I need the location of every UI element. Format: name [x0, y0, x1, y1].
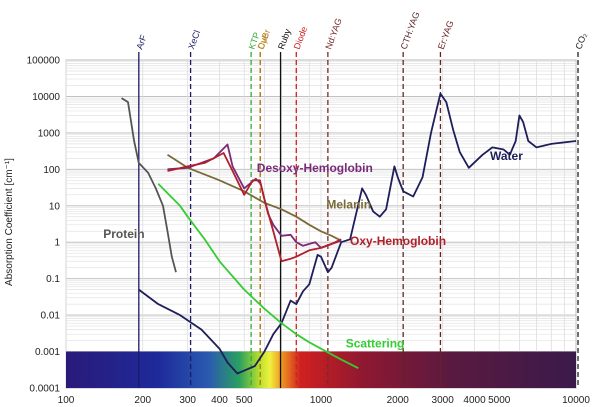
- series-line: [121, 97, 177, 273]
- laser-label: CTH:YAG: [399, 10, 422, 50]
- y-tick-label: 10: [49, 201, 61, 212]
- light-spectrum-band: [66, 351, 576, 388]
- x-tick-label: 300: [179, 395, 196, 406]
- laser-label: ArF: [134, 33, 149, 51]
- laser-label: CuBr: [256, 28, 272, 51]
- series-label: Melanin: [326, 197, 371, 211]
- series-label: Water: [490, 149, 523, 163]
- series-label: Scattering: [346, 336, 405, 350]
- laser-label: Er:YAG: [436, 19, 456, 50]
- laser-label: Nd:YAG: [323, 17, 343, 51]
- series-label: Oxy-Hemoglobin: [350, 234, 446, 248]
- y-tick-label: 0.001: [35, 347, 60, 358]
- y-tick-label: 100: [43, 165, 60, 176]
- laser-label: Ruby: [276, 27, 293, 51]
- laser-label: CO₂: [573, 31, 588, 51]
- y-tick-label: 10000: [32, 92, 60, 103]
- x-tick-label: 100: [58, 395, 75, 406]
- series-line: [167, 143, 342, 249]
- series-line: [167, 152, 342, 263]
- series-label: Desoxy-Hemoglobin: [257, 161, 373, 175]
- absorption-series: Water Protein Melanin Desoxy-Hemoglobin Oxy-…: [103, 92, 577, 375]
- series-line: [157, 183, 359, 370]
- x-tick-label: 4000: [463, 395, 486, 406]
- y-tick-label: 1000: [38, 128, 61, 139]
- x-tick-label: 400: [211, 395, 228, 406]
- grid: [65, 59, 577, 389]
- x-tick-label: 200: [134, 395, 151, 406]
- laser-label: XeCl: [186, 29, 202, 51]
- x-tick-label: 5000: [488, 395, 511, 406]
- y-tick-label: 1: [54, 238, 60, 249]
- y-tick-label: 0.01: [41, 311, 61, 322]
- x-tick-label: 1000: [310, 395, 333, 406]
- x-tick-label: 500: [236, 395, 253, 406]
- x-tick-label: 3000: [432, 395, 455, 406]
- y-tick-label: 0.1: [46, 274, 60, 285]
- series-line: [167, 154, 342, 242]
- y-tick-label: 0.0001: [29, 384, 60, 395]
- axis-ticks: 1000001000010001001010.10.010.0010.00011…: [27, 56, 591, 407]
- x-tick-label: 2000: [387, 395, 410, 406]
- y-tick-label: 100000: [27, 56, 61, 67]
- y-axis-label: Absorption Coefficient [cm⁻¹]: [4, 158, 15, 286]
- series-line: [138, 92, 577, 375]
- laser-label: Diode: [292, 25, 309, 51]
- x-tick-label: 10000: [562, 395, 590, 406]
- series-label: Protein: [103, 227, 144, 241]
